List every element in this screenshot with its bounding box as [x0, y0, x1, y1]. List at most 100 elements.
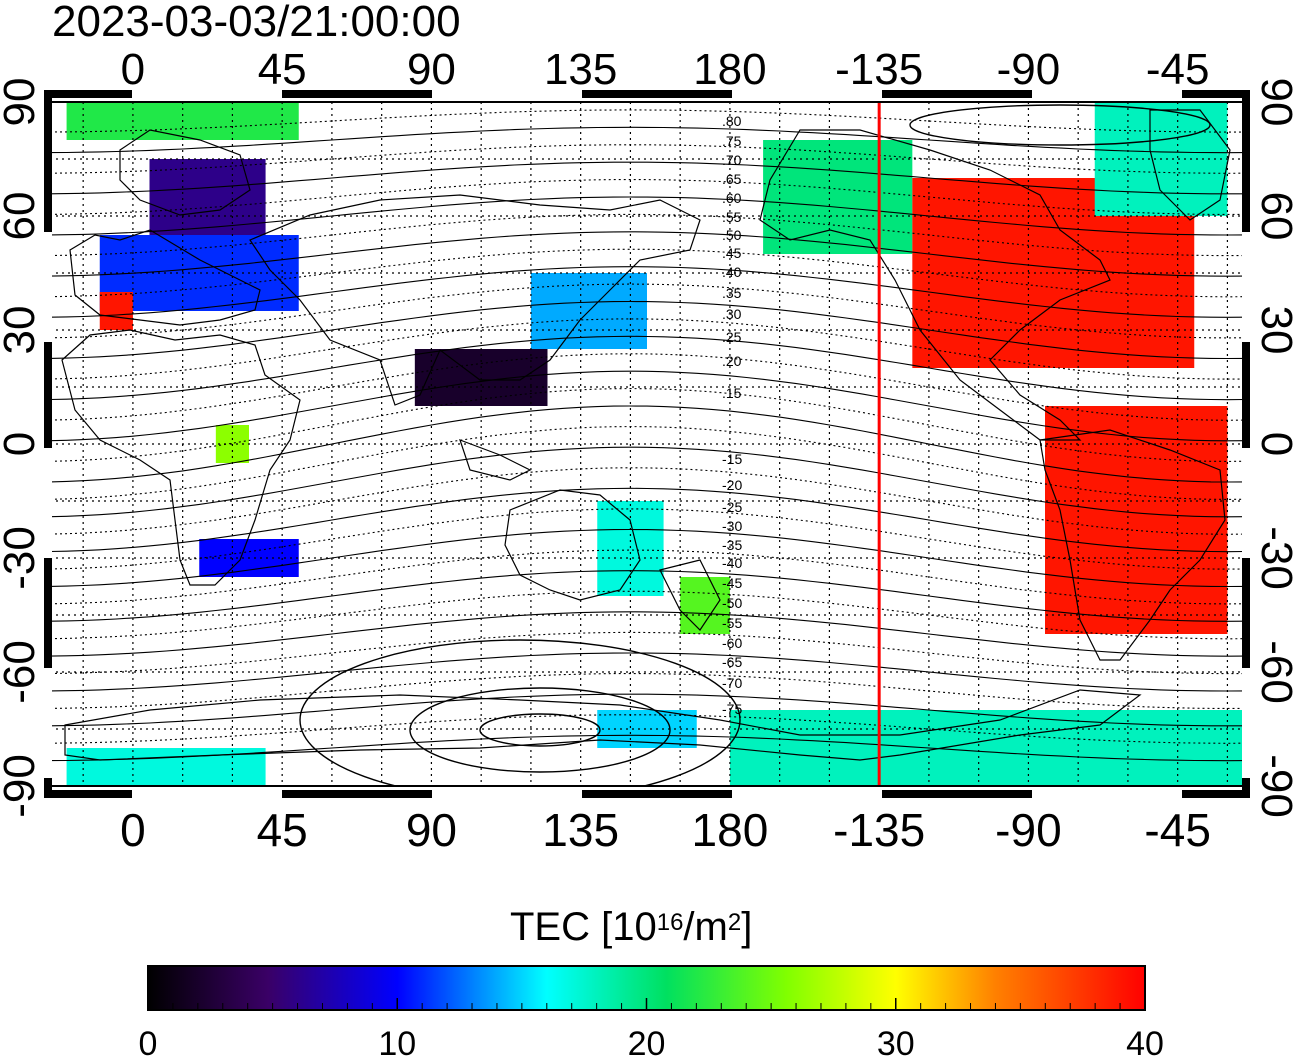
colorbar-tick-label: 20 [628, 1025, 666, 1057]
contour-line [50, 652, 1244, 692]
colorbar-title-unit-exponent: 2 [727, 909, 742, 936]
contour-label: -25 [722, 499, 742, 515]
tec-patch [99, 292, 133, 330]
colorbar-title: TEC [1016/m2] [510, 905, 752, 949]
tec-patch [729, 710, 1244, 786]
contour-label: -20 [722, 477, 742, 493]
contour-line [50, 388, 1244, 462]
tec-patch [680, 577, 730, 634]
contour-ring [409, 687, 671, 773]
contour-line [50, 487, 1244, 553]
contour-label: -35 [722, 537, 742, 553]
coastlines [61, 109, 1231, 761]
contour-label: .65 [722, 171, 742, 187]
contour-labels: .80 .75 .70 .65 .60 .55 .50 .45 .40 .35 .30 .25 .20.… [722, 113, 742, 717]
contour-line [50, 467, 1244, 535]
longitude-tick-label: -135 [835, 45, 923, 94]
contour-label: .35 [722, 285, 742, 301]
contour-line [50, 549, 1244, 605]
contour-line [50, 370, 1244, 442]
contour-label: .60 [722, 190, 742, 206]
contour-line [50, 353, 1244, 421]
longitude-tick-label: -45 [1146, 45, 1210, 94]
latitude-tick-label: -30 [1252, 526, 1294, 590]
longitude-tick-label: -45 [1144, 804, 1210, 856]
longitude-tick-label: 45 [257, 804, 308, 856]
longitude-tick-label: -135 [833, 804, 925, 856]
contour-label: .40 [722, 264, 742, 280]
longitude-tick-label: 135 [544, 45, 617, 94]
latitude-tick-label: 60 [1252, 192, 1294, 241]
latitude-tick-label: 0 [0, 432, 44, 456]
contour-label: -30 [722, 518, 742, 534]
contour-label: -45 [722, 575, 742, 591]
contour-label: .55 [722, 209, 742, 225]
contour-line [50, 570, 1244, 622]
longitude-tick-label: 180 [692, 804, 769, 856]
timestamp-title: 2023-03-03/21:00:00 [52, 0, 461, 46]
magnetic-latitude-contours [50, 104, 1244, 786]
longitude-tick-label: 0 [121, 45, 145, 94]
contour-label: .20 [722, 353, 742, 369]
contour-line [50, 109, 1244, 133]
frame-edge-bars [44, 90, 1250, 798]
contour-label: -60 [722, 635, 742, 651]
colorbar-tick-label: 40 [1126, 1025, 1164, 1057]
colorbar-ticks: 0 10 20 30 40 [139, 998, 1164, 1057]
latitude-tick-label: 90 [0, 78, 44, 127]
latitude-tick-label: -90 [1252, 754, 1294, 818]
longitude-tick-label: 90 [406, 804, 457, 856]
contour-line [50, 528, 1244, 588]
contour-label: -15 [722, 451, 742, 467]
contour-label: -65 [722, 654, 742, 670]
colorbar-title-suffix: ] [741, 905, 753, 949]
contour-line [50, 266, 1244, 318]
colorbar-title-exponent: 16 [656, 909, 684, 936]
latitude-tick-label: 90 [1252, 78, 1294, 127]
longitude-tick-label: 0 [120, 804, 146, 856]
contour-line [50, 318, 1244, 380]
colorbar-title-unit: /m [683, 905, 728, 949]
contour-line [50, 611, 1244, 657]
contour-ring [479, 713, 601, 747]
latitude-tick-label: -60 [0, 640, 44, 704]
longitude-tick-label: -90 [995, 804, 1061, 856]
contour-label: -50 [722, 595, 742, 611]
colorbar-tick-label: 30 [877, 1025, 915, 1057]
contour-ring [909, 104, 1211, 146]
contour-line [50, 300, 1244, 360]
contour-line [50, 335, 1244, 401]
latitude-tick-label: 0 [1252, 432, 1294, 456]
contour-label: .45 [722, 245, 742, 261]
tec-patch [149, 159, 266, 235]
latitude-tick-label: 60 [0, 192, 44, 241]
longitude-tick-label: -90 [997, 45, 1061, 94]
contour-line [50, 144, 1244, 174]
contour-label: .15 [722, 385, 742, 401]
longitude-axis-top: 0 45 90 135 180 -135 -90 -45 [121, 45, 1210, 94]
contour-line [50, 196, 1244, 236]
contour-line [50, 283, 1244, 339]
latitude-tick-label: 30 [1252, 306, 1294, 355]
contour-label: -70 [722, 675, 742, 691]
latitude-tick-label: -30 [0, 526, 44, 590]
contour-line [50, 446, 1244, 518]
longitude-tick-label: 45 [258, 45, 307, 94]
contour-label: .70 [722, 152, 742, 168]
contour-label: .25 [722, 329, 742, 345]
contour-line [50, 714, 1244, 744]
latitude-axis-right: 90 60 30 0 -30 -60 -90 [1252, 78, 1294, 818]
colorbar-tick-label: 10 [378, 1025, 416, 1057]
contour-ring [299, 639, 741, 786]
contour-line [50, 231, 1244, 277]
contour-line [50, 508, 1244, 570]
frame-edge-gaps [44, 90, 1250, 798]
contour-label: -55 [722, 615, 742, 631]
contour-label: .30 [722, 306, 742, 322]
longitude-tick-label: 180 [693, 45, 766, 94]
longitude-tick-label: 135 [542, 804, 619, 856]
contour-line [50, 126, 1244, 154]
longitude-axis-bottom: 0 45 90 135 180 -135 -90 -45 [120, 804, 1211, 856]
colorbar-tick-label: 0 [139, 1025, 158, 1057]
